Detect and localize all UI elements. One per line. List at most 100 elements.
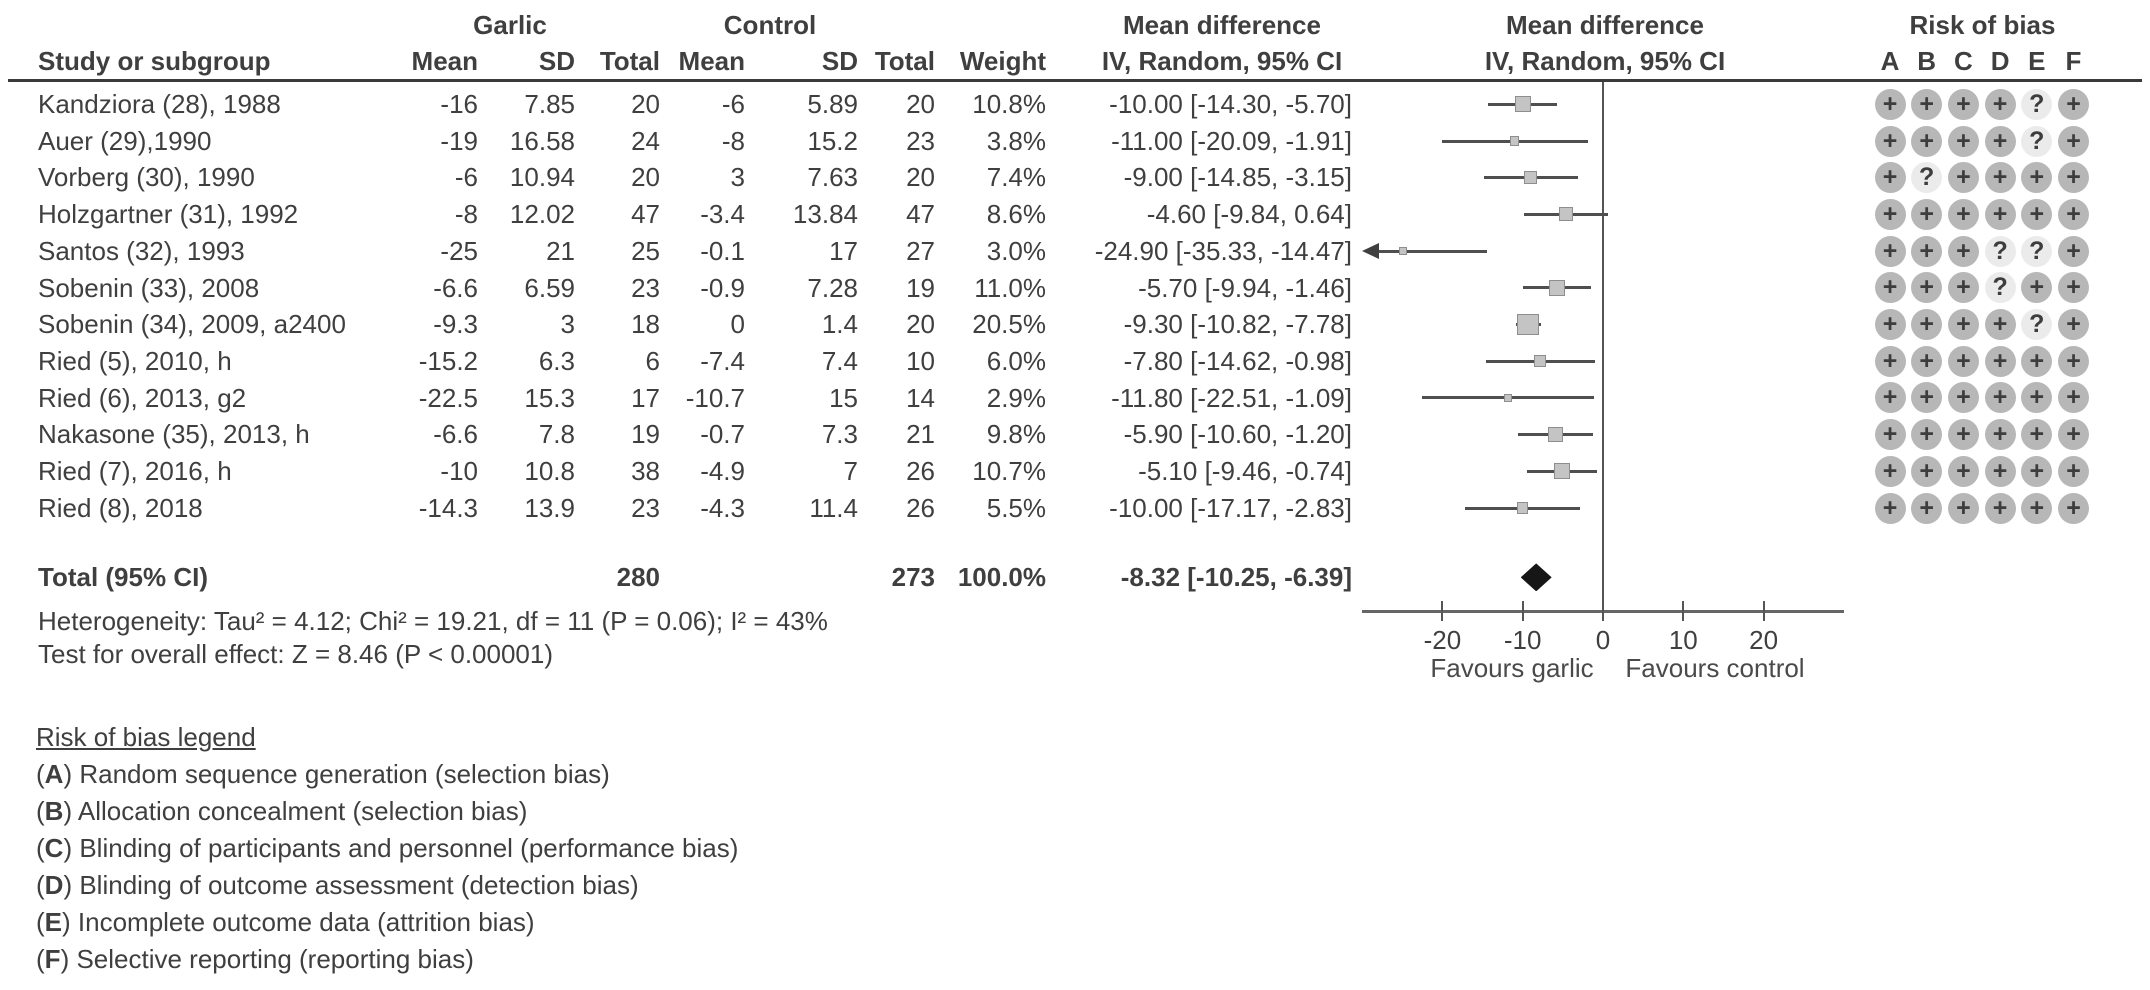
garlic-sd-value: 10.94	[509, 162, 575, 193]
control-sd-value: 7	[843, 456, 858, 486]
bias-low-circle: +	[1984, 125, 2016, 157]
risk-of-bias-title: Risk of bias	[1909, 10, 2056, 40]
column-header-garlic-total: Total	[599, 46, 660, 76]
bias-low-circle: +	[2021, 382, 2053, 414]
study-name: Ried (6), 2013, g2	[38, 382, 247, 413]
x-axis-tick-label: 0	[1595, 625, 1611, 655]
risk-of-bias-legend-item: (A) Random sequence generation (selectio…	[36, 759, 610, 789]
column-header-control-sd: SD	[821, 46, 858, 76]
bias-low-circle: +	[1984, 198, 2016, 230]
risk-of-bias-legend-item: (E) Incomplete outcome data (attrition b…	[36, 907, 535, 937]
risk-of-bias-legend-item: (D) Blinding of outcome assessment (dete…	[36, 870, 639, 900]
bias-low-circle: +	[2058, 419, 2089, 451]
bias-low-circle: +	[1911, 419, 1943, 451]
study-name: Sobenin (33), 2008	[38, 272, 260, 303]
effect-marker	[1524, 171, 1538, 185]
garlic-sd-value: 6.3	[538, 345, 575, 376]
garlic-total-value: 17	[631, 382, 660, 413]
bias-low-circle: +	[1911, 125, 1943, 157]
legend-item-key: C	[44, 833, 64, 863]
study-row: Auer (29),1990 -19 16.58 24 -8 15.2 23 3.8% -11.…	[0, 123, 2150, 160]
control-mean-value: -4.9	[700, 456, 745, 486]
control-total-value: 14	[906, 382, 935, 413]
weight-value: 8.6%	[986, 199, 1046, 230]
bias-low-circle: +	[1911, 88, 1943, 120]
total-weight: 100.0%	[957, 562, 1046, 592]
study-name: Ried (5), 2010, h	[38, 345, 232, 376]
column-header-md-ci: IV, Random, 95% CI	[1101, 46, 1343, 76]
group-header-garlic: Garlic	[473, 10, 547, 40]
bias-low-circle: +	[1874, 419, 1906, 451]
control-mean-value: -0.9	[700, 272, 745, 303]
bias-unclear-circle: ?	[1911, 162, 1943, 194]
effect-marker	[1509, 136, 1520, 146]
weight-value: 2.9%	[986, 382, 1046, 413]
total-label: Total (95% CI)	[38, 562, 208, 592]
bias-low-circle: +	[1984, 492, 2016, 524]
column-header-control-total: Total	[874, 46, 935, 76]
control-mean-value: -4.3	[700, 492, 745, 523]
legend-item-key: E	[44, 907, 63, 937]
garlic-sd-value: 3	[560, 309, 575, 340]
weight-value: 7.4%	[986, 162, 1046, 193]
study-name: Holzgartner (31), 1992	[38, 199, 299, 230]
study-row: Vorberg (30), 1990 -6 10.94 20 3 7.63 20 7.4% -9…	[0, 159, 2150, 196]
column-header-garlic-mean: Mean	[411, 46, 478, 76]
zero-reference-line	[1602, 82, 1604, 613]
bias-unclear-circle: ?	[2021, 309, 2053, 341]
risk-of-bias-letter: A	[1880, 46, 1900, 76]
bias-low-circle: +	[2021, 492, 2053, 524]
bias-low-circle: +	[1984, 162, 2016, 194]
garlic-total-value: 23	[631, 492, 660, 523]
ci-arrow-left-icon	[1362, 243, 1379, 260]
study-name: Ried (8), 2018	[38, 492, 203, 523]
total-garlic-n: 280	[616, 562, 660, 592]
bias-low-circle: +	[1947, 382, 1979, 414]
risk-of-bias-letter: E	[2028, 46, 2046, 76]
garlic-sd-value: 12.02	[509, 199, 575, 230]
garlic-mean-value: -6	[454, 162, 478, 193]
md-ci-text: -7.80 [-14.62, -0.98]	[1123, 345, 1352, 376]
risk-of-bias-letter: C	[1954, 46, 1973, 76]
garlic-total-value: 23	[631, 272, 660, 303]
study-row: Ried (5), 2010, h -15.2 6.3 6 -7.4 7.4 10 6.0% -…	[0, 343, 2150, 380]
x-axis-tick	[1682, 601, 1685, 621]
bias-low-circle: +	[1874, 492, 1906, 524]
plot-header-md-ci: IV, Random, 95% CI	[1484, 46, 1726, 76]
column-header-study: Study or subgroup	[38, 46, 271, 76]
bias-low-circle: +	[2058, 198, 2089, 230]
bias-low-circle: +	[1947, 309, 1979, 341]
legend-item-key: A	[44, 759, 64, 789]
bias-low-circle: +	[2058, 345, 2089, 377]
study-row: Kandziora (28), 1988 -16 7.85 20 -6 5.89 20 10.…	[0, 86, 2150, 123]
x-axis-tick	[1441, 601, 1444, 621]
garlic-mean-value: -16	[440, 89, 478, 119]
md-ci-text: -10.00 [-14.30, -5.70]	[1109, 89, 1352, 119]
total-row: Total (95% CI) 280 273 100.0% -8.32 [-10…	[0, 559, 2150, 596]
weight-value: 10.8%	[972, 89, 1046, 119]
md-ci-text: -4.60 [-9.84, 0.64]	[1146, 199, 1352, 230]
control-sd-value: 7.4	[821, 345, 858, 376]
effect-marker	[1554, 463, 1570, 480]
effect-marker	[1398, 246, 1408, 256]
control-mean-value: -8	[721, 125, 745, 156]
bias-low-circle: +	[1947, 272, 1979, 304]
legend-item-key: B	[44, 796, 64, 826]
column-header-garlic-sd: SD	[538, 46, 575, 76]
weight-value: 9.8%	[986, 419, 1046, 450]
control-sd-value: 5.89	[807, 89, 858, 119]
bias-low-circle: +	[1874, 455, 1906, 487]
garlic-total-value: 24	[631, 125, 660, 156]
control-total-value: 10	[906, 345, 935, 376]
garlic-mean-value: -6.6	[433, 419, 478, 450]
study-name: Sobenin (34), 2009, a2400	[38, 309, 346, 340]
garlic-mean-value: -6.6	[433, 272, 478, 303]
study-row: Ried (6), 2013, g2 -22.5 15.3 17 -10.7 15 14 2.…	[0, 380, 2150, 417]
weight-value: 3.8%	[986, 125, 1046, 156]
md-ci-text: -5.10 [-9.46, -0.74]	[1138, 456, 1352, 486]
effect-marker	[1549, 279, 1566, 296]
legend-item-key: F	[44, 944, 61, 974]
control-total-value: 47	[906, 199, 935, 230]
bias-low-circle: +	[1947, 345, 1979, 377]
study-row: Santos (32), 1993 -25 21 25 -0.1 17 27 3.0% -24.…	[0, 233, 2150, 270]
